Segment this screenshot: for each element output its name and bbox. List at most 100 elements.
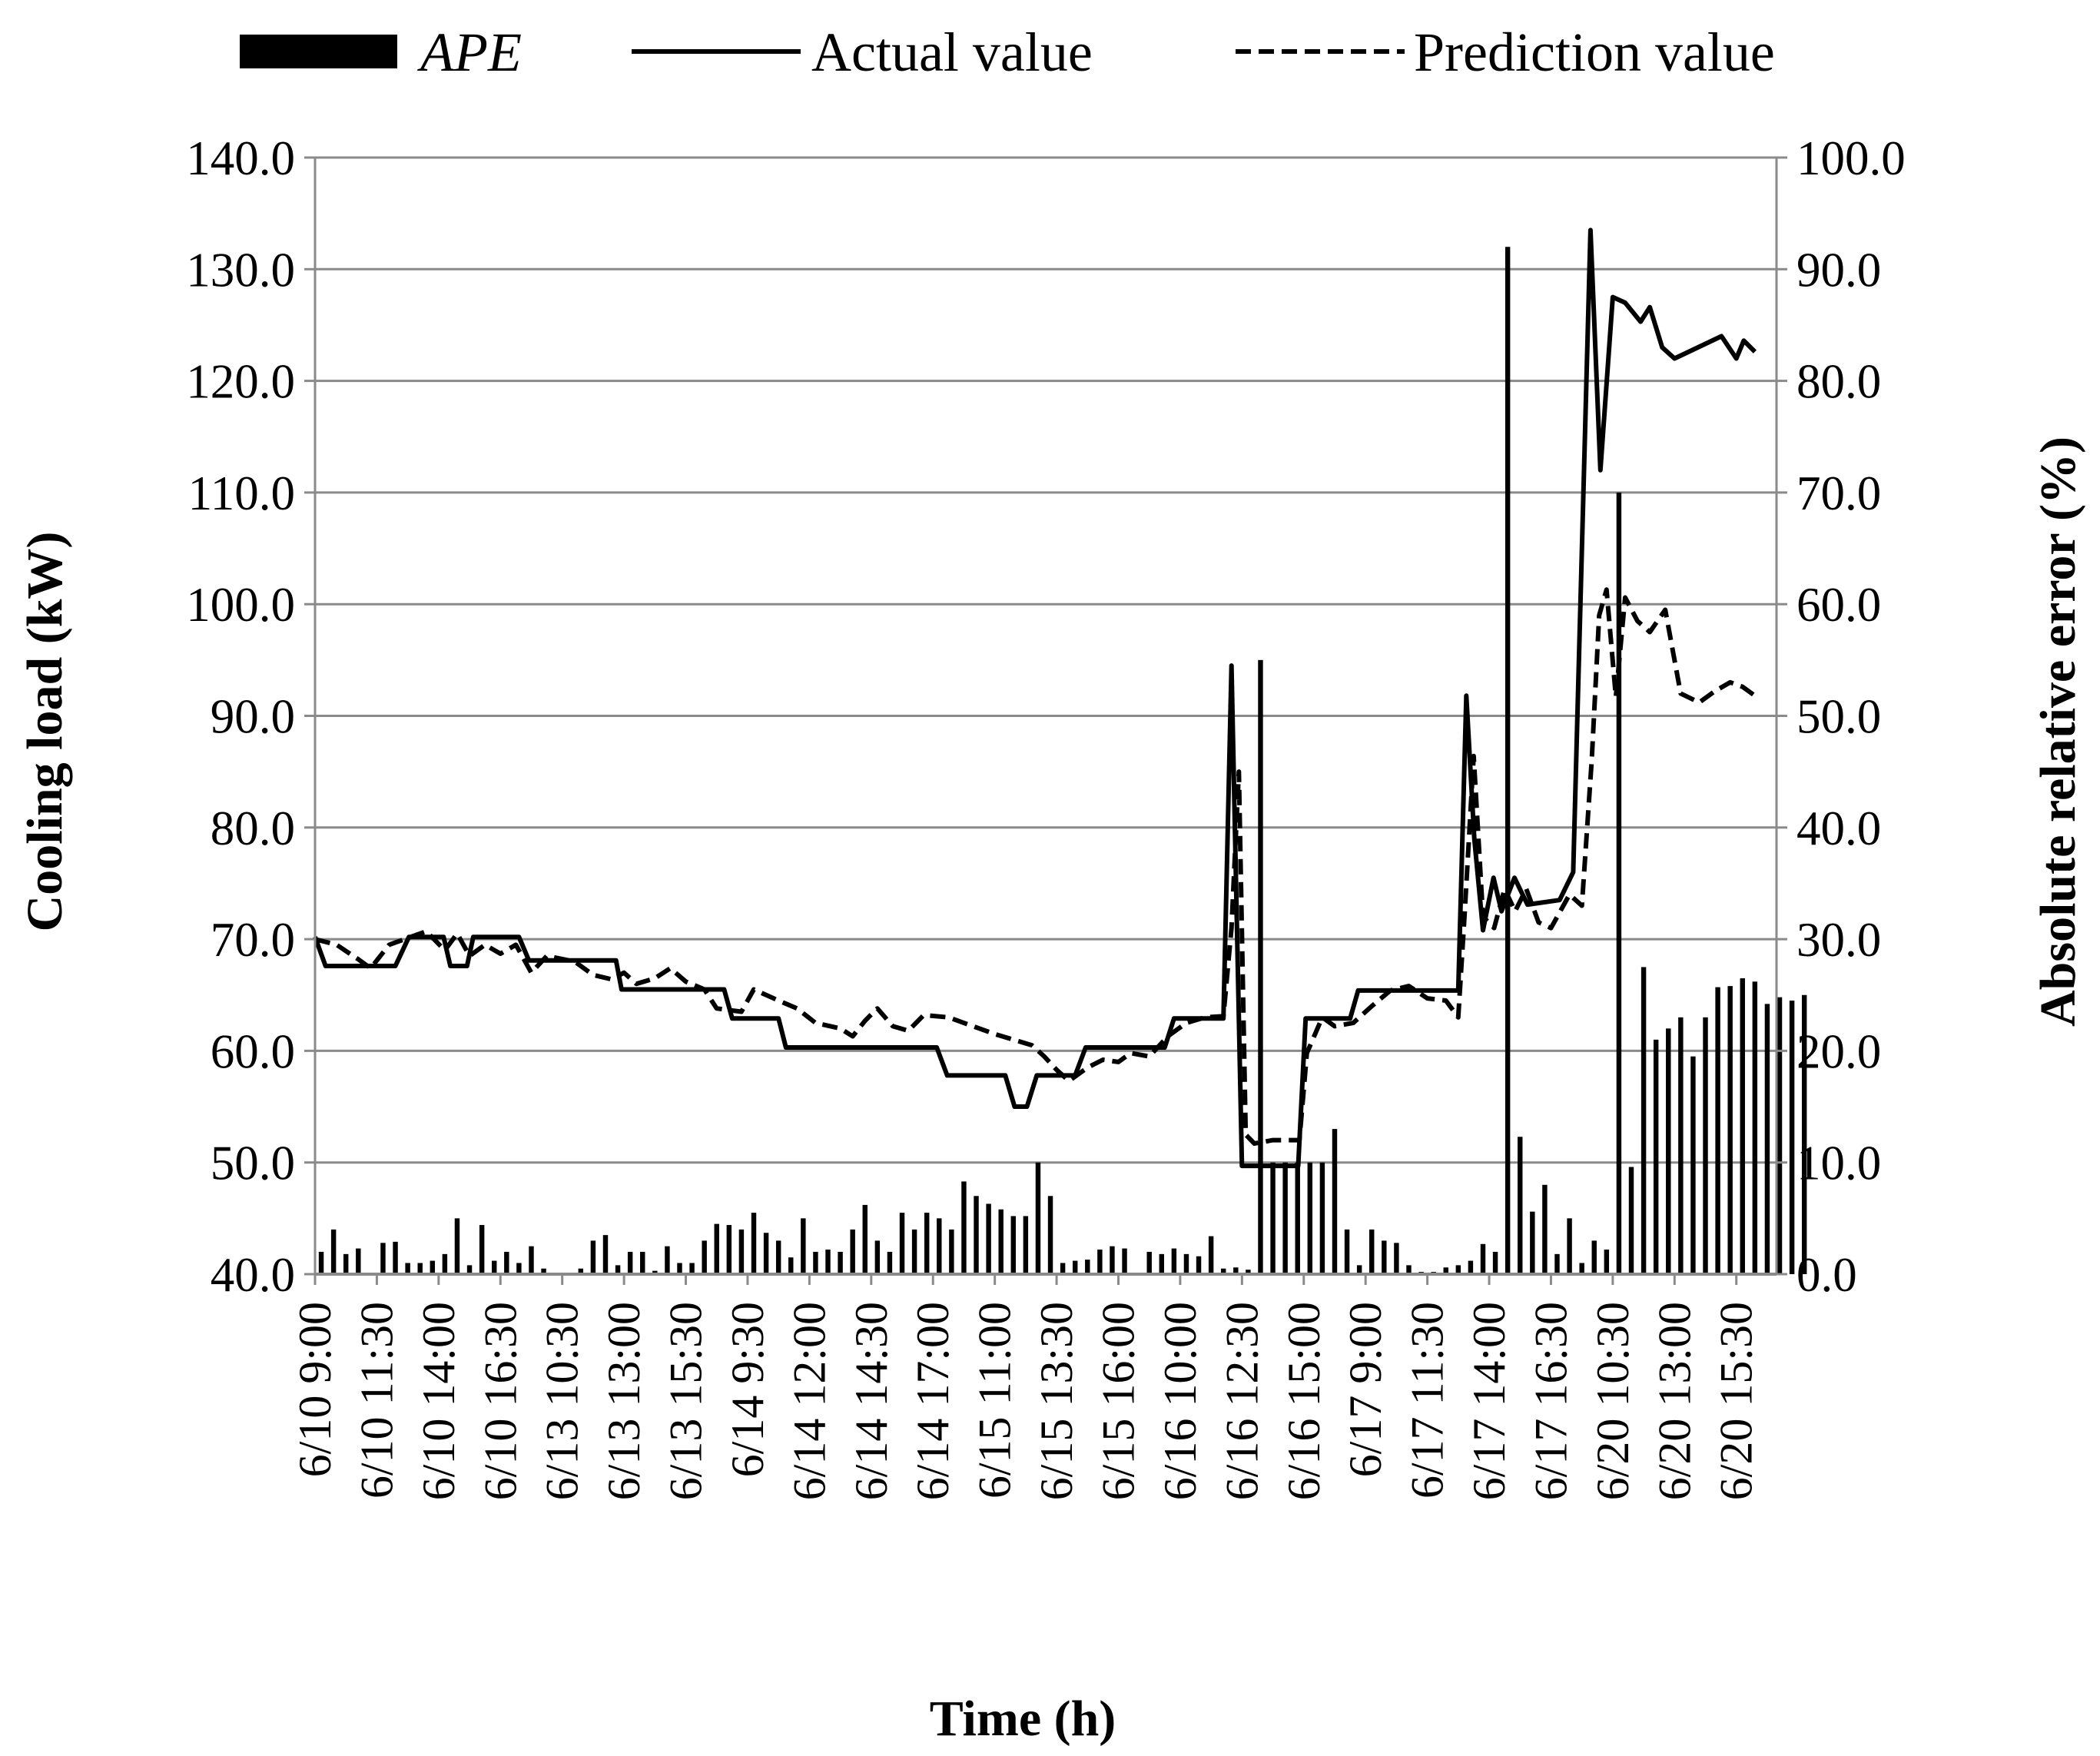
legend-label-prediction: Prediction value: [1414, 22, 1775, 83]
y-right-tick-label: 30.0: [1796, 913, 1881, 967]
ape-bar: [1777, 997, 1783, 1274]
ape-bar: [627, 1251, 633, 1274]
x-axis-title: Time (h): [930, 1691, 1116, 1747]
y-right-tick-label: 70.0: [1796, 466, 1881, 520]
ape-bar: [677, 1263, 682, 1274]
x-tick-label: 6/17 16:30: [1525, 1302, 1576, 1500]
ape-bar: [1072, 1260, 1078, 1274]
ape-bar: [1159, 1253, 1165, 1274]
ape-bar: [1666, 1028, 1671, 1274]
ape-bar: [1110, 1246, 1115, 1274]
ape-bars: [318, 247, 1807, 1274]
ape-bar: [380, 1243, 386, 1274]
ape-bar: [788, 1257, 794, 1274]
ape-bar: [1010, 1216, 1016, 1274]
ape-bar: [1690, 1056, 1696, 1274]
ape-bar: [430, 1260, 436, 1274]
ape-bar: [1480, 1243, 1486, 1274]
x-tick-label: 6/16 15:00: [1279, 1302, 1329, 1500]
ape-bar: [1382, 1240, 1387, 1274]
ape-bar: [1789, 1001, 1795, 1274]
ape-bar: [1035, 1162, 1041, 1274]
legend: APE Actual value Prediction value: [240, 22, 1775, 83]
ape-bar: [1047, 1196, 1053, 1274]
y-right-tick-label: 20.0: [1796, 1024, 1881, 1078]
y-right-tick-label: 80.0: [1796, 355, 1881, 409]
ape-bar: [1616, 492, 1622, 1274]
ape-bar: [1369, 1229, 1375, 1274]
x-tick-label: 6/14 14:30: [846, 1302, 897, 1500]
y-left-tick-label: 40.0: [211, 1248, 295, 1302]
ape-bar: [1171, 1248, 1177, 1274]
y-right-tick-label: 100.0: [1796, 131, 1906, 185]
x-tick-label: 6/16 10:00: [1155, 1302, 1206, 1500]
y-left-tick-label: 110.0: [188, 466, 295, 520]
ape-bar: [689, 1263, 695, 1274]
ape-bar: [492, 1260, 497, 1274]
ape-bar: [1246, 1270, 1251, 1274]
ape-bar: [541, 1268, 546, 1274]
ape-bar: [1122, 1248, 1127, 1274]
ape-bar: [1727, 986, 1733, 1274]
ape-bar: [1196, 1256, 1202, 1274]
y-right-tick-label: 40.0: [1796, 802, 1881, 855]
y-axis-right-title: Absolute relative error (%): [2030, 437, 2086, 1027]
ape-bar: [578, 1268, 584, 1274]
ape-bar: [1282, 1162, 1288, 1274]
ape-bar: [714, 1223, 719, 1274]
ape-bar: [640, 1251, 645, 1274]
ape-bar: [590, 1240, 596, 1274]
gridlines: [315, 156, 1777, 1164]
x-tick-label: 6/20 10:30: [1587, 1302, 1638, 1500]
ape-bar: [1332, 1129, 1338, 1274]
ape-bar: [1085, 1260, 1090, 1274]
ape-bar: [405, 1263, 410, 1274]
x-tick-label: 6/14 9:30: [722, 1302, 773, 1477]
x-tick-label: 6/10 14:00: [413, 1302, 464, 1500]
x-tick-label: 6/10 9:00: [290, 1302, 340, 1477]
ape-bar: [1220, 1268, 1226, 1274]
ape-bar: [615, 1265, 621, 1274]
ape-bar: [1554, 1253, 1560, 1274]
y-left-tick-label: 50.0: [211, 1137, 295, 1190]
ape-bar: [1752, 981, 1758, 1274]
ape-bar: [1406, 1265, 1412, 1274]
ape-bar: [1394, 1243, 1399, 1274]
x-tick-label: 6/15 11:00: [970, 1302, 1020, 1499]
ape-bar: [1307, 1162, 1313, 1274]
x-tick-label: 6/10 16:30: [475, 1302, 526, 1500]
ape-bar: [1097, 1250, 1103, 1274]
y-left-tick-label: 90.0: [211, 690, 295, 744]
x-tick-label: 6/17 11:30: [1402, 1302, 1453, 1499]
y-left-tick-label: 70.0: [211, 913, 295, 967]
x-tick-label: 6/20 15:30: [1711, 1302, 1762, 1500]
y-left-tick-label: 80.0: [211, 802, 295, 855]
ape-bar: [862, 1204, 868, 1274]
ape-bar: [602, 1235, 609, 1274]
ape-bar: [1146, 1251, 1152, 1274]
ape-bar: [1641, 967, 1647, 1274]
ape-bar: [986, 1203, 991, 1274]
ape-bar: [1208, 1236, 1214, 1274]
ape-bar: [838, 1251, 843, 1274]
x-tick-label: 6/16 12:30: [1216, 1302, 1267, 1500]
ape-bar: [466, 1265, 473, 1274]
actual-value-line: [313, 227, 1757, 1169]
ape-bar: [1344, 1229, 1350, 1274]
ape-bar: [454, 1218, 460, 1274]
x-tick-label: 6/15 13:30: [1031, 1302, 1082, 1500]
ape-bar: [949, 1229, 954, 1274]
ape-bar: [1258, 659, 1263, 1274]
ape-bar: [529, 1246, 534, 1274]
ape-bar: [825, 1250, 831, 1274]
ape-bar: [1678, 1017, 1684, 1274]
ape-bar: [1060, 1263, 1066, 1274]
ape-bar: [1715, 987, 1720, 1274]
x-tick-label: 6/10 11:30: [351, 1302, 402, 1499]
ape-bar: [763, 1233, 769, 1274]
x-tick-label: 6/13 10:30: [537, 1302, 588, 1500]
ape-bar: [1579, 1263, 1584, 1274]
x-tick-label: 6/17 9:00: [1340, 1302, 1391, 1477]
y-right-tick-label: 0.0: [1796, 1248, 1857, 1302]
